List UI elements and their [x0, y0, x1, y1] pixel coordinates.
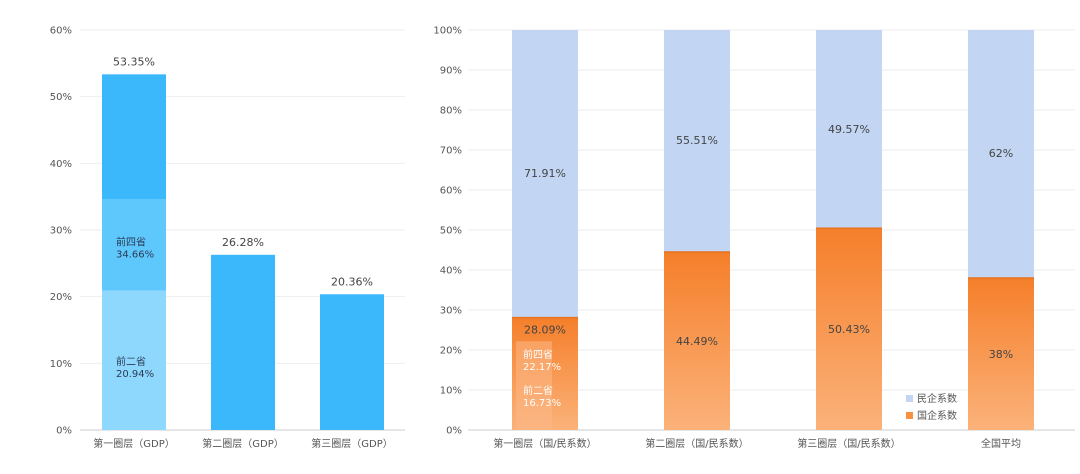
- ownership-y-axis: 0% 10% 20% 30% 40% 50% 60% 70% 80% 90% 1…: [433, 26, 462, 437]
- ownership-breakdown-labels: 前四省 22.17% 前二省 16.73%: [523, 348, 561, 409]
- soe-bar-segment: [664, 252, 730, 430]
- gdp-breakdown-name: 前二省: [116, 355, 146, 368]
- soe-value-label: 28.09%: [524, 324, 566, 337]
- legend-label-pe: 民企系数: [917, 392, 957, 405]
- ownership-y-tick: 40%: [440, 266, 462, 277]
- gdp-value-label: 20.36%: [331, 275, 373, 288]
- soe-value-label: 44.49%: [676, 335, 718, 348]
- gdp-x-tick: 第三圈层（GDP）: [311, 437, 392, 450]
- pe-value-label: 55.51%: [676, 134, 718, 147]
- pe-bar-segment: [816, 30, 882, 229]
- gdp-y-tick: 50%: [50, 92, 72, 103]
- legend-swatch-pe: [906, 395, 913, 402]
- gdp-bar: [320, 294, 384, 430]
- ownership-x-axis: 第一圈层（国/民系数） 第二圈层（国/民系数） 第三圈层（国/民系数） 全国平均: [493, 437, 1021, 450]
- ownership-legend: 民企系数 国企系数: [906, 392, 957, 422]
- ownership-breakdown-segment: [516, 341, 552, 430]
- gdp-x-tick: 第二圈层（GDP）: [202, 437, 283, 450]
- soe-value-label: 38%: [989, 348, 1013, 361]
- ownership-y-tick: 30%: [440, 306, 462, 317]
- gdp-value-label: 26.28%: [222, 236, 264, 249]
- gdp-x-axis: 第一圈层（GDP） 第二圈层（GDP） 第三圈层（GDP）: [93, 437, 392, 450]
- ownership-y-tick: 90%: [440, 66, 462, 77]
- soe-bar-segment: [968, 278, 1034, 430]
- gdp-breakdown-labels: 前二省 20.94% 前四省 34.66%: [116, 236, 154, 381]
- gdp-y-axis: 0% 10% 20% 30% 40% 50% 60%: [50, 26, 72, 437]
- gdp-breakdown-value: 20.94%: [116, 369, 154, 380]
- legend-swatch-soe: [906, 412, 913, 419]
- pe-bar-segment: [664, 30, 730, 253]
- gdp-breakdown-segment: [102, 290, 166, 430]
- ownership-x-tick: 第三圈层（国/民系数）: [797, 437, 900, 450]
- gdp-y-tick: 40%: [50, 159, 72, 170]
- pe-value-label: 49.57%: [828, 123, 870, 136]
- ownership-y-tick: 100%: [433, 26, 462, 37]
- gdp-breakdown-value: 34.66%: [116, 250, 154, 261]
- ownership-breakdown-name: 前二省: [523, 384, 553, 397]
- ownership-x-tick: 第二圈层（国/民系数）: [645, 437, 748, 450]
- gdp-value-label: 53.35%: [113, 55, 155, 68]
- ownership-breakdown-name: 前四省: [523, 348, 553, 361]
- ownership-y-tick: 0%: [446, 426, 462, 437]
- ownership-y-tick: 50%: [440, 226, 462, 237]
- gdp-y-tick: 10%: [50, 359, 72, 370]
- ownership-y-tick: 20%: [440, 346, 462, 357]
- legend-label-soe: 国企系数: [917, 409, 957, 422]
- gdp-bars: [102, 74, 384, 430]
- ownership-y-tick: 70%: [440, 146, 462, 157]
- pe-bar-segment: [968, 30, 1034, 278]
- ownership-y-tick: 80%: [440, 106, 462, 117]
- gdp-value-labels: 53.35% 26.28% 20.36%: [113, 55, 373, 288]
- ownership-y-tick: 60%: [440, 186, 462, 197]
- gdp-y-tick: 30%: [50, 226, 72, 237]
- pe-value-labels: 71.91% 55.51% 49.57% 62%: [524, 123, 1013, 180]
- ownership-chart: 0% 10% 20% 30% 40% 50% 60% 70% 80% 90% 1…: [433, 26, 1075, 450]
- ownership-breakdown-value: 22.17%: [523, 362, 561, 373]
- pe-bar-segment: [512, 30, 578, 318]
- soe-bar-segment: [816, 228, 882, 430]
- ownership-x-tick: 第一圈层（国/民系数）: [493, 437, 596, 450]
- ownership-y-tick: 10%: [440, 386, 462, 397]
- gdp-x-tick: 第一圈层（GDP）: [93, 437, 174, 450]
- ownership-bars: [512, 30, 1034, 430]
- gdp-breakdown-name: 前四省: [116, 236, 146, 249]
- gdp-chart: 0% 10% 20% 30% 40% 50% 60% 53.35% 26.28%…: [50, 26, 405, 450]
- gdp-y-tick: 20%: [50, 292, 72, 303]
- gdp-y-tick: 0%: [56, 426, 72, 437]
- soe-value-label: 50.43%: [828, 323, 870, 336]
- pe-value-label: 71.91%: [524, 167, 566, 180]
- soe-value-labels: 28.09% 44.49% 50.43% 38%: [524, 323, 1013, 361]
- pe-value-label: 62%: [989, 147, 1013, 160]
- ownership-breakdown-value: 16.73%: [523, 398, 561, 409]
- ownership-x-tick: 全国平均: [981, 437, 1021, 450]
- gdp-bar: [211, 254, 275, 430]
- gdp-y-tick: 60%: [50, 26, 72, 37]
